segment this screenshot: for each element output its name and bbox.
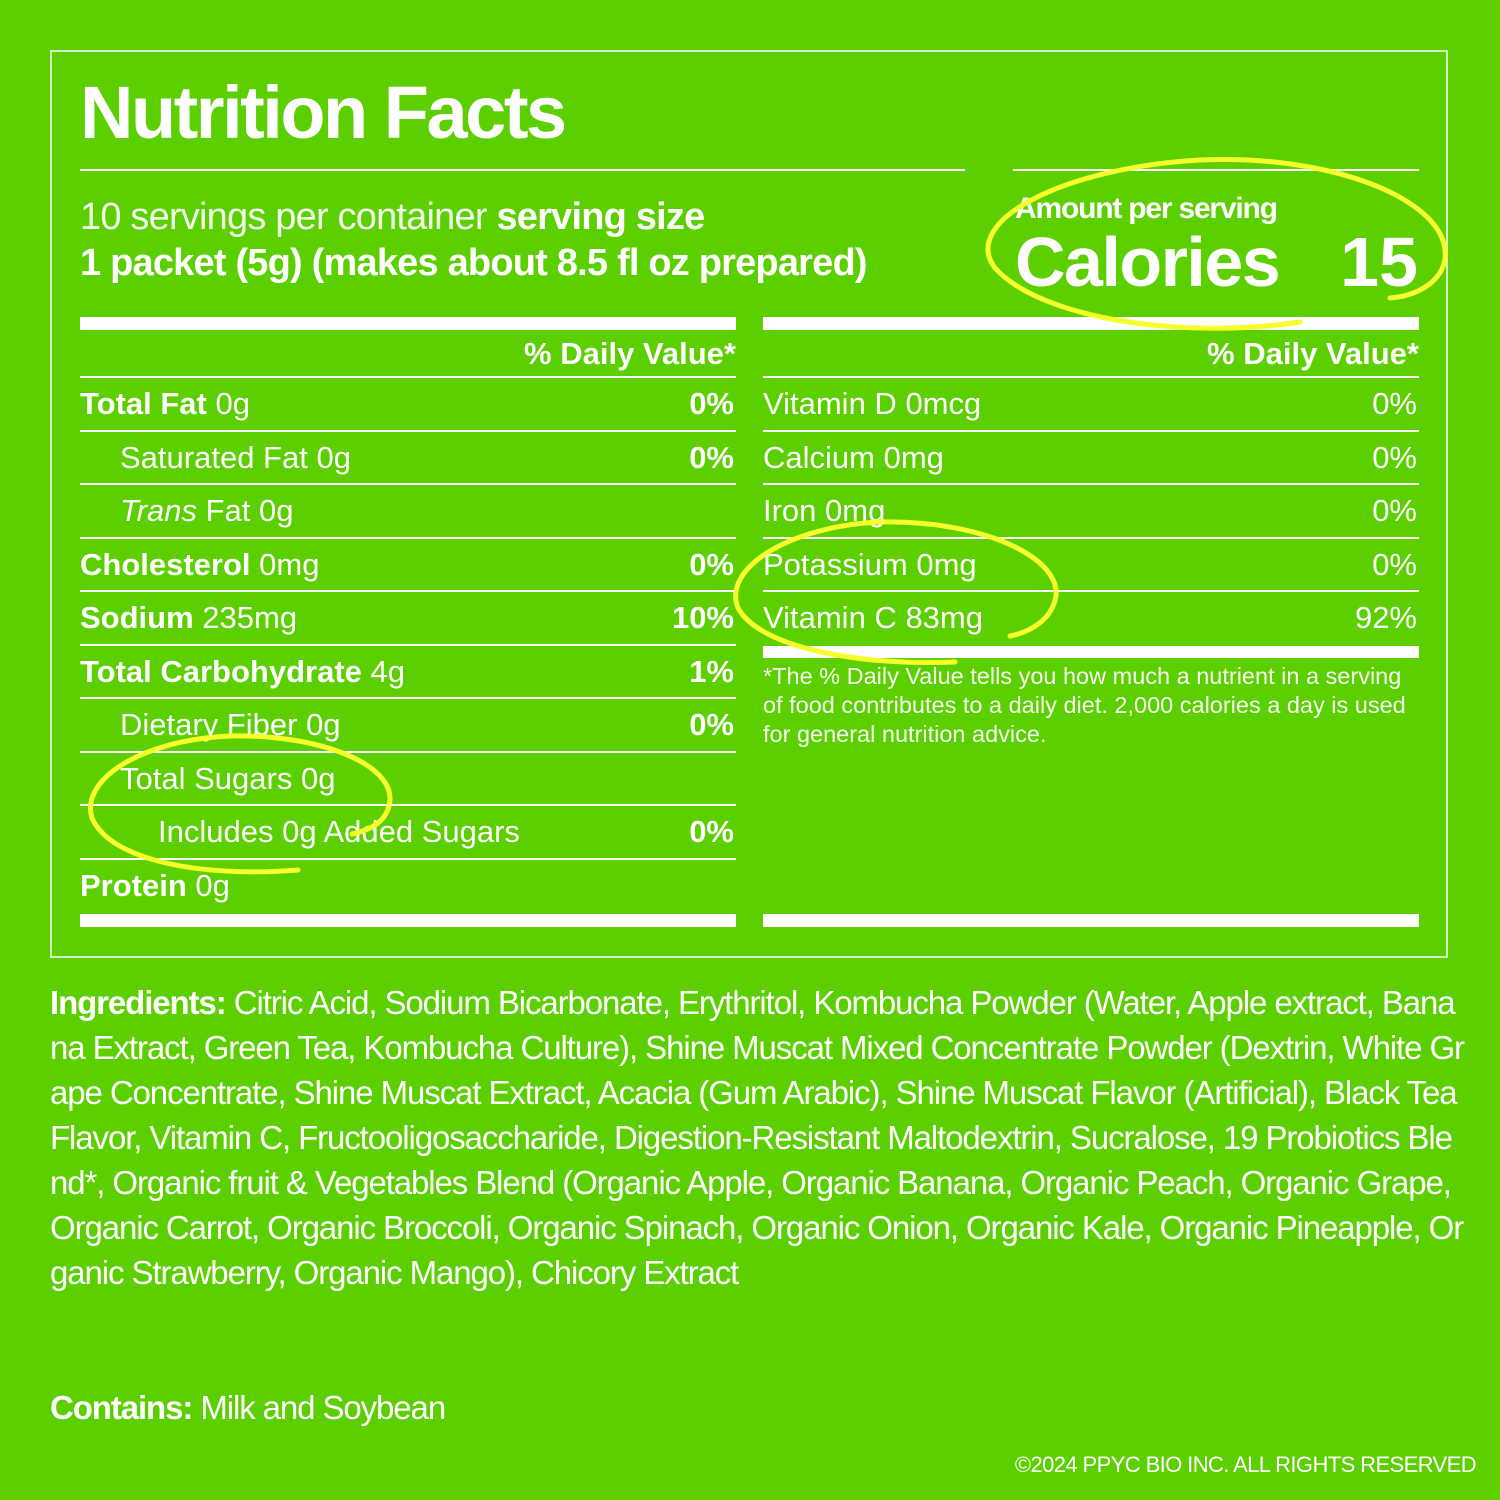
daily-value: 0% bbox=[1372, 546, 1417, 582]
daily-value-header: % Daily Value* bbox=[80, 330, 736, 378]
thick-rule bbox=[763, 317, 1419, 330]
servings-per-container: 10 servings per container bbox=[80, 196, 487, 238]
daily-value: 0% bbox=[689, 707, 734, 742]
nutrient-name: Calcium bbox=[763, 439, 875, 475]
thick-rule-bottom-left bbox=[80, 914, 736, 927]
table-row: Protein 0g bbox=[80, 860, 736, 914]
daily-value: 0% bbox=[1372, 439, 1417, 475]
daily-value: 0% bbox=[689, 439, 734, 475]
nutrient-amount: 0mg bbox=[259, 546, 320, 582]
table-row: Total Sugars 0g bbox=[80, 753, 736, 806]
table-row: Iron 0mg 0% bbox=[763, 485, 1419, 539]
contains-label: Contains: bbox=[50, 1389, 193, 1426]
copyright-notice: ©2024 PPYC BIO INC. ALL RIGHTS RESERVED bbox=[1014, 1452, 1477, 1477]
nutrient-amount: 0g bbox=[195, 867, 230, 903]
nutrient-amount: 4g bbox=[370, 653, 406, 689]
table-row: Saturated Fat 0g 0% bbox=[80, 432, 736, 485]
serving-size-label: serving size bbox=[496, 196, 705, 238]
nutrient-name: Includes 0g Added Sugars bbox=[158, 814, 520, 849]
table-row: Total Fat 0g 0% bbox=[80, 378, 736, 432]
nutrient-amount: 0g bbox=[316, 439, 351, 475]
calories-label: Calories bbox=[1015, 223, 1281, 301]
daily-value-footnote: *The % Daily Value tells you how much a … bbox=[763, 663, 1406, 747]
nutrient-name: Vitamin C bbox=[763, 600, 897, 635]
title-divider-right bbox=[1013, 169, 1419, 171]
nutrient-name: Protein bbox=[80, 867, 187, 903]
nutrient-amount: 0mcg bbox=[905, 386, 982, 421]
amount-per-serving-label: Amount per serving bbox=[1015, 192, 1278, 225]
table-row: Vitamin D 0mcg 0% bbox=[763, 378, 1419, 432]
thick-rule-bottom-right bbox=[763, 914, 1419, 927]
ingredients-label: Ingredients: bbox=[50, 984, 227, 1021]
title-divider-left bbox=[80, 169, 965, 171]
nutrient-name: Vitamin D bbox=[763, 386, 897, 421]
nutrient-amount: 0mg bbox=[825, 493, 886, 528]
daily-value: 0% bbox=[689, 814, 734, 849]
nutrition-panel bbox=[50, 50, 1448, 958]
nutrient-name: Potassium bbox=[763, 546, 908, 582]
thick-rule bbox=[80, 317, 736, 330]
serving-size-value: 1 packet (5g) (makes about 8.5 fl oz pre… bbox=[80, 242, 868, 284]
daily-value: 0% bbox=[689, 386, 734, 421]
daily-value: 0% bbox=[689, 546, 734, 582]
nutrient-name: Dietary Fiber bbox=[120, 707, 298, 742]
nutrient-amount: 0g bbox=[259, 493, 294, 528]
table-row: Includes 0g Added Sugars 0% bbox=[80, 806, 736, 860]
allergen-statement: Contains: Milk and Soybean bbox=[50, 1385, 446, 1430]
table-row: Calcium 0mg 0% bbox=[763, 432, 1419, 485]
nutrient-name: Saturated Fat bbox=[120, 439, 308, 475]
nutrient-name: Sodium bbox=[80, 600, 194, 635]
table-row: Total Carbohydrate 4g 1% bbox=[80, 646, 736, 699]
daily-value: 0% bbox=[1372, 386, 1417, 421]
table-row: Sodium 235mg 10% bbox=[80, 592, 736, 646]
table-row: Potassium 0mg 0% bbox=[763, 539, 1419, 592]
page-title: Nutrition Facts bbox=[80, 71, 567, 154]
nutrient-amount: 235mg bbox=[202, 600, 298, 635]
nutrient-amount: 0mg bbox=[916, 546, 977, 582]
nutrient-name: Total Sugars bbox=[120, 760, 293, 796]
nutrient-name: Cholesterol bbox=[80, 546, 251, 582]
daily-value: 0% bbox=[1372, 493, 1417, 528]
table-row: Cholesterol 0mg 0% bbox=[80, 539, 736, 592]
nutrient-table-right: % Daily Value* Vitamin D 0mcg 0% Calcium… bbox=[763, 317, 1419, 658]
nutrient-name-italic: Trans bbox=[120, 493, 197, 528]
nutrient-name: Total Fat bbox=[80, 386, 207, 421]
calories-value: 15 bbox=[1340, 223, 1418, 301]
daily-value-header: % Daily Value* bbox=[763, 330, 1419, 378]
nutrient-amount: 0g bbox=[300, 760, 336, 796]
nutrient-amount: 83mg bbox=[905, 600, 983, 635]
nutrient-name: Fat bbox=[205, 493, 251, 528]
nutrient-name: Iron bbox=[763, 493, 817, 528]
table-row: Vitamin C 83mg 92% bbox=[763, 592, 1419, 646]
daily-value: 92% bbox=[1354, 600, 1417, 635]
contains-value: Milk and Soybean bbox=[200, 1389, 446, 1426]
daily-value: 10% bbox=[671, 600, 734, 635]
thick-rule bbox=[763, 645, 1419, 658]
nutrient-amount: 0g bbox=[215, 386, 250, 421]
serving-info: 10 servings per container serving size 1… bbox=[80, 194, 980, 286]
table-row: Dietary Fiber 0g 0% bbox=[80, 699, 736, 753]
ingredients-list: Citric Acid, Sodium Bicarbonate, Erythri… bbox=[50, 984, 1465, 1291]
nutrient-amount: 0mg bbox=[883, 439, 944, 475]
nutrient-name: Total Carbohydrate bbox=[80, 653, 362, 689]
nutrient-amount: 0g bbox=[306, 707, 341, 742]
ingredients-text: Ingredients: Citric Acid, Sodium Bicarbo… bbox=[50, 980, 1465, 1295]
daily-value: 1% bbox=[689, 653, 734, 689]
table-row: Trans Fat 0g bbox=[80, 485, 736, 539]
nutrient-table-left: % Daily Value* Total Fat 0g 0% Saturated… bbox=[80, 317, 736, 913]
